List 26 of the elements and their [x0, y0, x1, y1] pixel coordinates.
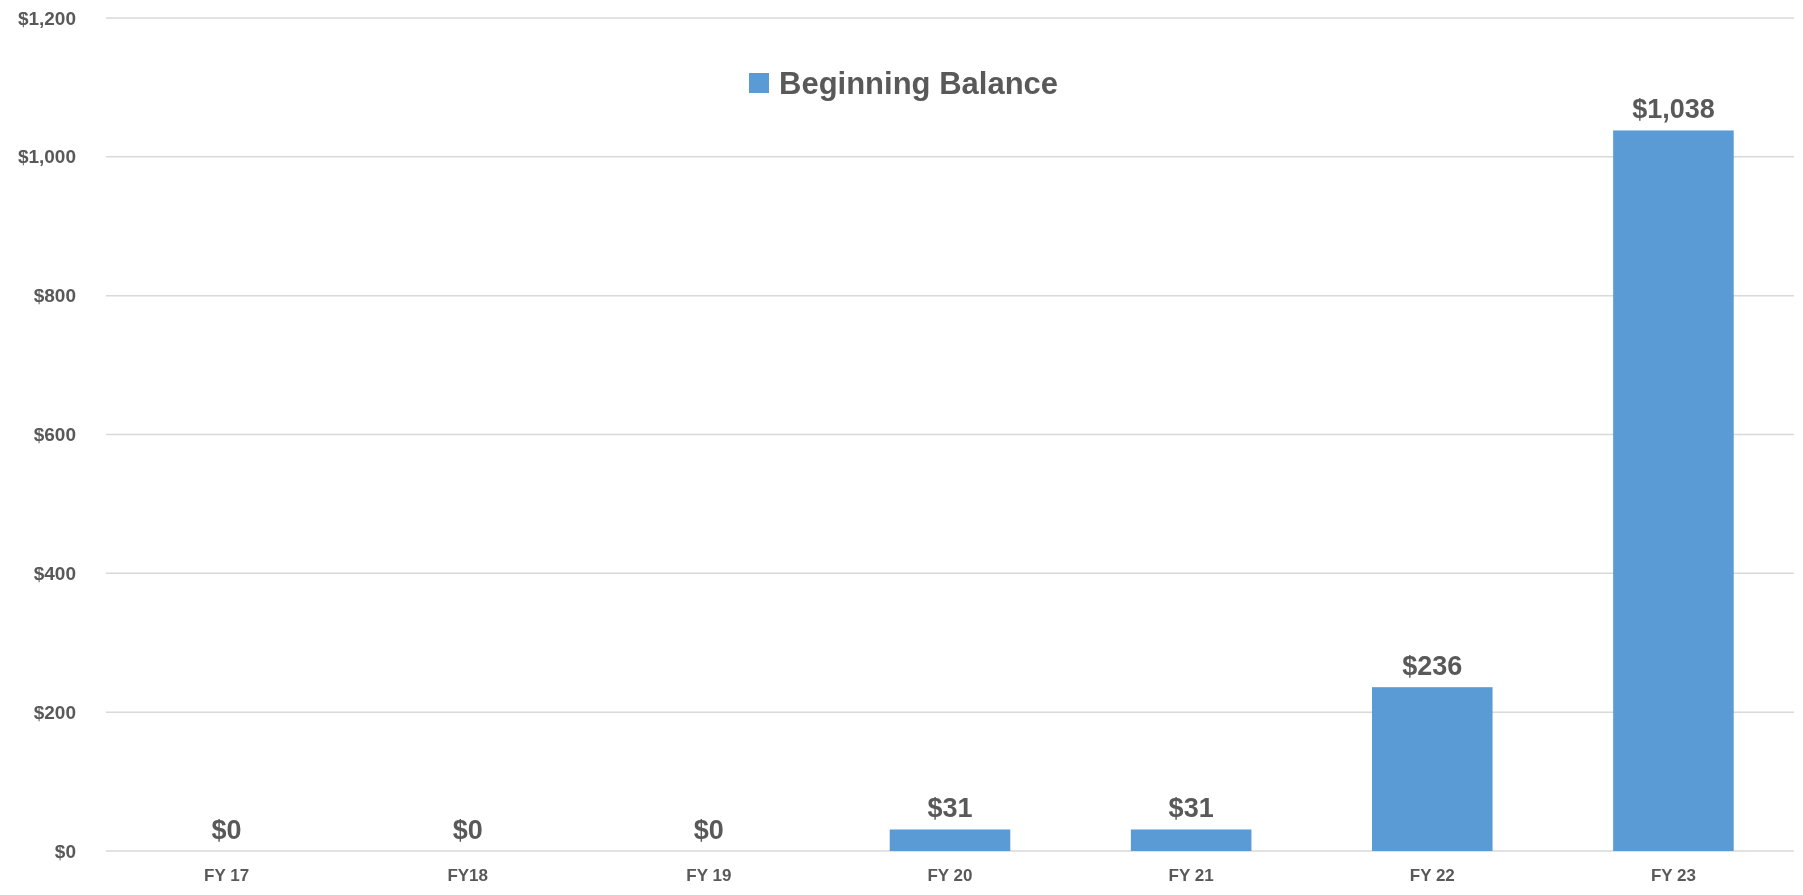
x-tick-label: FY 20	[927, 866, 973, 885]
data-label: $0	[211, 815, 242, 845]
legend-label: Beginning Balance	[779, 65, 1059, 101]
x-tick-label: FY 17	[204, 866, 250, 885]
y-tick-label: $600	[33, 424, 76, 445]
data-label: $236	[1402, 651, 1463, 682]
data-label: $31	[1168, 793, 1214, 824]
data-label: $0	[452, 815, 483, 845]
y-tick-label: $200	[33, 701, 76, 723]
bar	[1613, 130, 1734, 851]
y-tick-label: $1,200	[17, 7, 76, 29]
x-tick-label: FY 21	[1168, 866, 1214, 885]
y-tick-label: $400	[33, 562, 76, 584]
y-tick-label: $1,000	[17, 146, 76, 168]
bar	[1130, 829, 1252, 851]
data-label: $31	[927, 793, 973, 824]
bar	[889, 829, 1011, 851]
data-label: $1,038	[1632, 94, 1715, 125]
bar	[1372, 687, 1493, 851]
y-tick-label: $0	[54, 840, 76, 862]
x-tick-label: FY18	[447, 866, 489, 885]
x-tick-label: FY 22	[1409, 866, 1455, 885]
x-tick-label: FY 23	[1650, 866, 1696, 885]
x-tick-label: FY 19	[686, 866, 732, 885]
y-tick-label: $800	[33, 285, 76, 307]
data-label: $0	[693, 815, 724, 845]
